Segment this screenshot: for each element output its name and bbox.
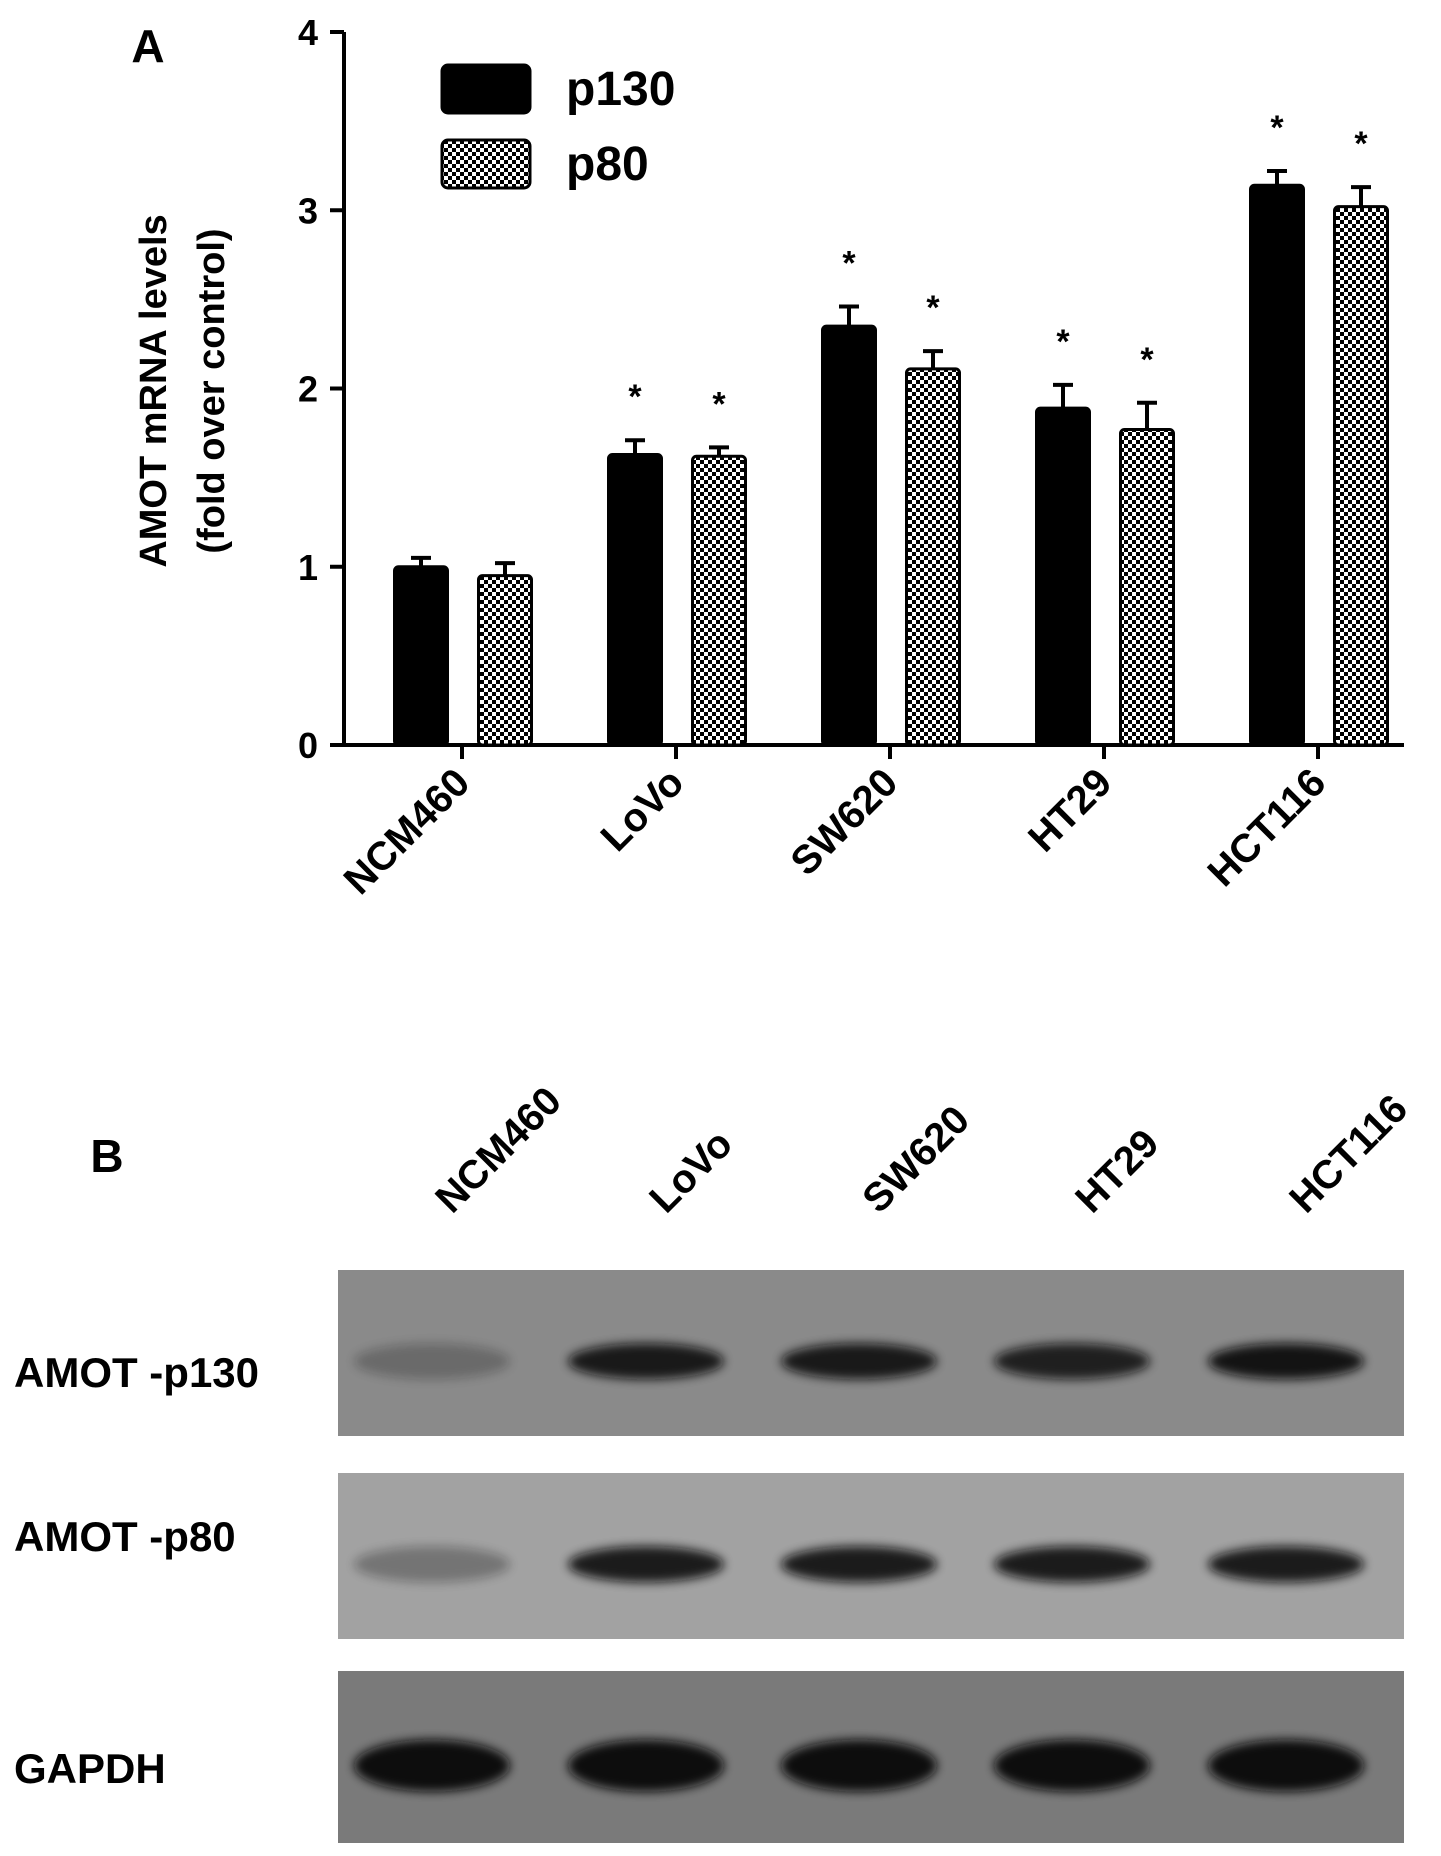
y-tick-label: 0 (298, 725, 318, 766)
bar (477, 574, 533, 747)
blot-band (994, 1343, 1150, 1380)
x-tick-label: NCM460 (336, 760, 479, 903)
bar (1119, 427, 1175, 747)
significance-marker: * (1270, 109, 1284, 147)
blot-band (1208, 1343, 1364, 1380)
y-tick-label: 2 (298, 369, 318, 410)
legend-label: p130 (566, 63, 675, 116)
blot-band (1208, 1739, 1364, 1792)
legend-swatch (440, 63, 532, 115)
lane-label: LoVo (641, 1122, 741, 1222)
legend-label: p80 (566, 138, 649, 191)
blot-band (1208, 1546, 1364, 1583)
blot-band (994, 1739, 1150, 1792)
x-tick-label: HT29 (1020, 760, 1120, 860)
x-tick-label: HCT116 (1199, 760, 1334, 895)
bar (1333, 205, 1389, 747)
significance-marker: * (1140, 341, 1154, 379)
bar (393, 565, 449, 747)
row-label: GAPDH (14, 1745, 166, 1792)
bar (905, 367, 961, 747)
y-tick-label: 4 (298, 12, 318, 53)
blot-band (994, 1546, 1150, 1583)
significance-marker: * (842, 245, 856, 283)
blot-band (568, 1739, 724, 1792)
lane-label: NCM460 (427, 1079, 570, 1222)
significance-marker: * (926, 289, 940, 327)
x-tick-label: SW620 (782, 760, 906, 884)
bar (607, 452, 663, 747)
panel-label: A (131, 20, 164, 72)
blot-band (781, 1343, 937, 1380)
panel-label: B (90, 1130, 123, 1182)
significance-marker: * (1056, 323, 1070, 361)
blot-band (354, 1739, 510, 1792)
blot-band (781, 1546, 937, 1583)
bar (691, 454, 747, 747)
lane-label: HT29 (1067, 1121, 1167, 1221)
blot-band (568, 1343, 724, 1380)
legend-swatch (440, 138, 532, 190)
row-label: AMOT -p80 (14, 1513, 236, 1560)
blot-band (354, 1343, 510, 1380)
y-tick-label: 3 (298, 190, 318, 231)
blot-band (781, 1739, 937, 1792)
x-tick-label: LoVo (593, 760, 693, 860)
bar (821, 324, 877, 747)
significance-marker: * (628, 378, 642, 416)
significance-marker: * (712, 385, 726, 423)
blot-band (354, 1546, 510, 1583)
bar (1249, 183, 1305, 747)
significance-marker: * (1354, 125, 1368, 163)
bar (1035, 406, 1091, 747)
y-axis-label: AMOT mRNA levels (133, 214, 175, 567)
y-tick-label: 1 (298, 547, 318, 588)
y-axis-label: (fold over control) (191, 228, 233, 553)
lane-label: HCT116 (1281, 1086, 1416, 1221)
row-label: AMOT -p130 (14, 1349, 259, 1396)
lane-label: SW620 (854, 1097, 978, 1221)
blot-band (568, 1546, 724, 1583)
